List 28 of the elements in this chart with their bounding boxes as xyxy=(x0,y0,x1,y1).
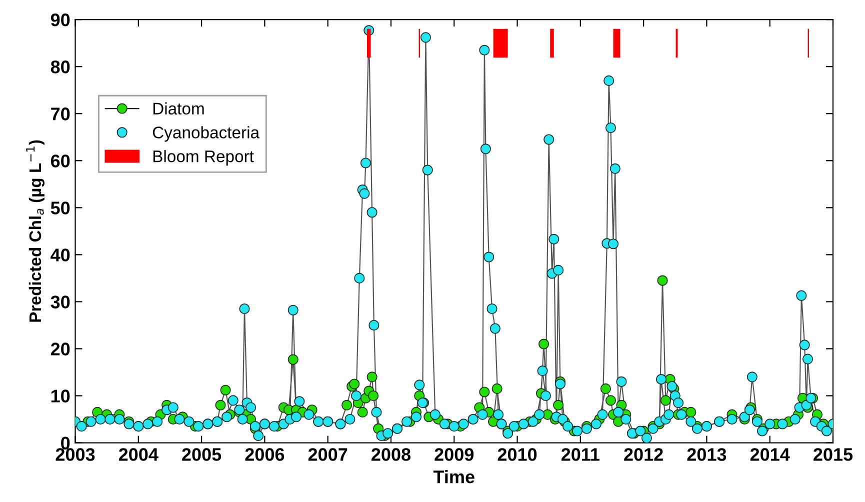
y-tick-label: 30 xyxy=(50,296,70,308)
y-tick-label: 20 xyxy=(50,342,70,356)
legend-label: Diatom xyxy=(153,102,204,115)
x-tick-label: 2006 xyxy=(245,448,284,461)
y-tick-label: 60 xyxy=(50,154,70,168)
x-axis-title: Time xyxy=(433,470,474,484)
y-tick-label: 0 xyxy=(61,436,70,450)
y-tick-label: 80 xyxy=(50,60,70,74)
x-tick-label: 2009 xyxy=(434,448,474,461)
x-tick-label: 2007 xyxy=(308,448,348,461)
x-tick-label: 2004 xyxy=(118,448,158,461)
y-tick-label: 40 xyxy=(50,248,70,262)
y-tick-label: 50 xyxy=(50,202,70,214)
y-tick-label: 10 xyxy=(51,390,70,402)
x-tick-label: 2003 xyxy=(56,448,95,461)
x-tick-label: 2013 xyxy=(687,448,726,461)
legend-label: Cyanobacteria xyxy=(152,126,260,142)
x-tick-label: 2015 xyxy=(814,448,853,461)
x-tick-label: 2014 xyxy=(750,448,790,461)
y-tick-label: 70 xyxy=(51,108,70,120)
legend-label: Bloom Report xyxy=(153,150,254,166)
x-tick-label: 2008 xyxy=(372,448,411,461)
x-tick-label: 2011 xyxy=(561,448,600,461)
x-tick-label: 2012 xyxy=(624,448,663,461)
x-tick-label: 2005 xyxy=(182,448,222,461)
y-tick-label: 90 xyxy=(50,14,70,26)
y-axis-title: Predicted Chl$_{a}$ (µg L$^{−1}$) xyxy=(26,140,45,322)
x-tick-label: 2010 xyxy=(498,448,537,461)
